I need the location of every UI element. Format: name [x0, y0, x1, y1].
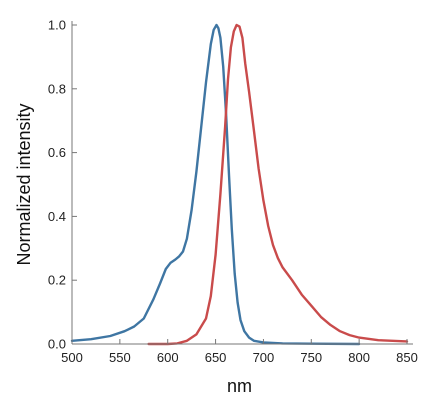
x-axis-title: nm	[227, 376, 252, 396]
y-tick-label: 1.0	[48, 18, 66, 33]
x-tick-label: 650	[205, 350, 227, 365]
series-line-1	[70, 23, 361, 346]
x-tick-label: 700	[253, 350, 275, 365]
x-tick-label: 550	[109, 350, 131, 365]
x-tick-label: 750	[300, 350, 322, 365]
y-tick-label: 0.0	[48, 337, 66, 352]
plot-area	[70, 23, 409, 346]
series-line-2	[147, 23, 409, 346]
y-axis-title: Normalized intensity	[14, 103, 34, 265]
y-tick-label: 0.2	[48, 273, 66, 288]
x-tick-label: 500	[61, 350, 83, 365]
x-tick-label: 800	[348, 350, 370, 365]
y-tick-label: 0.6	[48, 145, 66, 160]
y-tick-label: 0.4	[48, 209, 66, 224]
y-tick-label: 0.8	[48, 81, 66, 96]
x-tick-label: 600	[157, 350, 179, 365]
x-axis-ticks: 500 550 600 650 700 750 800 850	[61, 339, 418, 365]
x-tick-label: 850	[396, 350, 418, 365]
y-axis-ticks: 0.0 0.2 0.4 0.6 0.8 1.0	[48, 18, 77, 352]
